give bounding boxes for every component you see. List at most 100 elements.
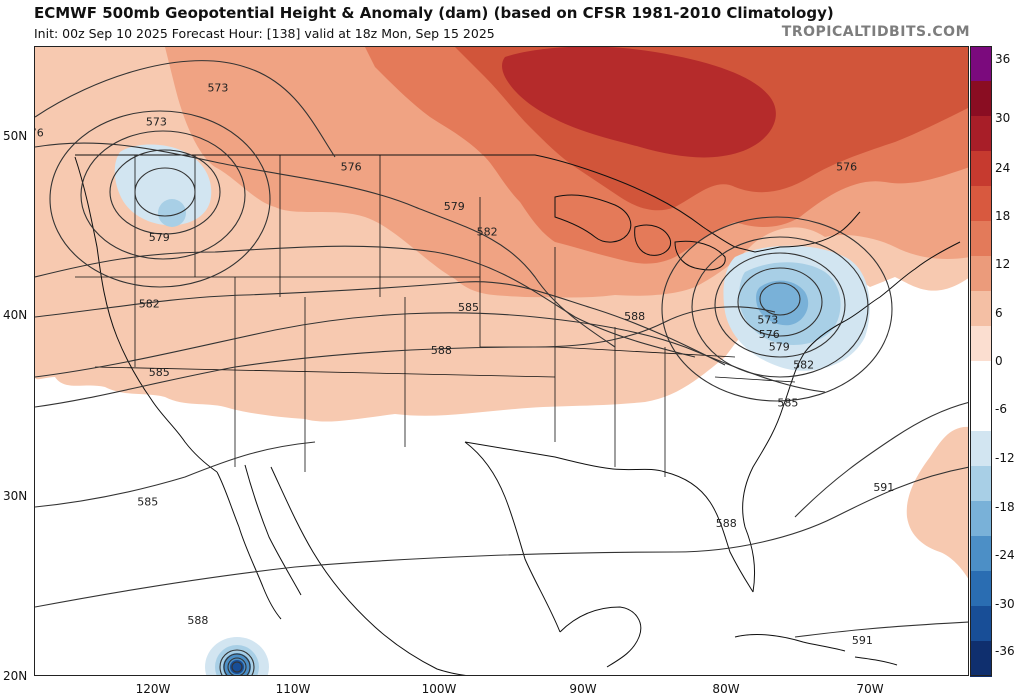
colorbar-segment bbox=[970, 326, 992, 362]
colorbar-segment bbox=[970, 501, 992, 537]
lon-label-80w: 80W bbox=[712, 682, 740, 696]
colorbar-tick: -18 bbox=[995, 500, 1015, 514]
contour-591-south bbox=[794, 621, 968, 638]
tropical-low-south bbox=[205, 637, 269, 675]
brand-watermark: TROPICALTIDBITS.COM bbox=[781, 24, 970, 40]
colorbar-segment bbox=[970, 536, 992, 572]
contour-585-south bbox=[35, 441, 316, 508]
colorbar-segment bbox=[970, 466, 992, 502]
colorbar-segment bbox=[970, 46, 992, 82]
contour-label: 576 bbox=[759, 328, 780, 341]
lat-label-30n: 30N bbox=[3, 489, 28, 503]
negative-anomaly-west-core bbox=[158, 199, 186, 227]
contour-label: 582 bbox=[477, 225, 498, 238]
colorbar-tick: 24 bbox=[995, 161, 1011, 175]
southern-low-rings bbox=[219, 649, 255, 675]
lon-label-90w: 90W bbox=[569, 682, 597, 696]
lon-label-110w: 110W bbox=[275, 682, 311, 696]
mexico-west-coast bbox=[270, 466, 467, 675]
east-coast bbox=[742, 241, 961, 593]
contour-573 bbox=[35, 60, 336, 158]
colorbar-tick: -24 bbox=[995, 548, 1015, 562]
positive-anomaly-east-atlantic bbox=[906, 427, 968, 579]
colorbar-segment bbox=[970, 81, 992, 117]
height-contours bbox=[35, 60, 968, 675]
colorbar-tick: 0 bbox=[995, 354, 1003, 368]
colorbar-tick: 36 bbox=[995, 52, 1011, 66]
map-subtitle: Init: 00z Sep 10 2025 Forecast Hour: [13… bbox=[34, 26, 495, 41]
contour-label: 573 bbox=[757, 314, 778, 327]
contour-579 bbox=[35, 245, 696, 358]
contour-588 bbox=[35, 306, 776, 408]
contour-576 bbox=[35, 142, 616, 348]
anomaly-shading bbox=[35, 47, 968, 675]
contour-585 bbox=[35, 312, 826, 393]
eastern-low-rings bbox=[661, 216, 893, 402]
contour-label: 585 bbox=[458, 301, 479, 314]
colorbar-segment bbox=[970, 116, 992, 152]
colorbar-tick: -12 bbox=[995, 451, 1015, 465]
colorbar-segment bbox=[970, 186, 992, 222]
colorbar-segment bbox=[970, 431, 992, 467]
colorbar-segment bbox=[970, 571, 992, 607]
west-coast bbox=[74, 156, 218, 473]
contour-582 bbox=[35, 281, 726, 366]
contour-label: 573 bbox=[207, 81, 228, 94]
lat-label-50n: 50N bbox=[3, 129, 28, 143]
contour-label: 573 bbox=[146, 116, 167, 129]
contour-label: 579 bbox=[444, 200, 465, 213]
contour-label: 588 bbox=[187, 614, 208, 627]
contour-labels: 5735735765765795795825825855855855885885… bbox=[35, 81, 894, 647]
contour-label: 576 bbox=[35, 126, 44, 139]
colorbar-segment bbox=[970, 221, 992, 257]
contour-label: 585 bbox=[149, 366, 170, 379]
colorbar-tick: -30 bbox=[995, 597, 1015, 611]
negative-anomaly-west bbox=[114, 144, 212, 226]
lat-label-20n: 20N bbox=[3, 669, 28, 683]
contour-label: 576 bbox=[836, 161, 857, 174]
contour-label: 582 bbox=[139, 297, 160, 310]
gulf-coast bbox=[464, 441, 754, 633]
colorbar-segment bbox=[970, 291, 992, 327]
contour-label: 591 bbox=[852, 634, 873, 647]
lon-label-70w: 70W bbox=[856, 682, 884, 696]
map-panel: 5735735765765795795825825855855855885885… bbox=[34, 46, 969, 676]
colorbar-segment bbox=[970, 151, 992, 187]
state-lines bbox=[75, 155, 796, 477]
baja-peninsula bbox=[216, 464, 302, 620]
colorbar-segment bbox=[970, 641, 992, 677]
contour-588-south bbox=[35, 466, 968, 608]
caribbean-islands bbox=[734, 634, 898, 666]
contour-label: 579 bbox=[769, 341, 790, 354]
colorbar-border bbox=[970, 46, 992, 676]
positive-anomaly-30 bbox=[502, 47, 776, 158]
lat-label-40n: 40N bbox=[3, 308, 28, 322]
colorbar-tick: 6 bbox=[995, 306, 1003, 320]
map-canvas: 5735735765765795795825825855855855885885… bbox=[35, 47, 968, 675]
yucatan bbox=[559, 606, 642, 668]
colorbar-tick: 30 bbox=[995, 111, 1011, 125]
contour-label: 588 bbox=[716, 517, 737, 530]
colorbar-tick: -36 bbox=[995, 644, 1015, 658]
colorbar-segment bbox=[970, 606, 992, 642]
colorbar-tick: 18 bbox=[995, 209, 1011, 223]
colorbar-segment bbox=[970, 256, 992, 292]
colorbar-segment bbox=[970, 361, 992, 397]
western-low-rings bbox=[49, 110, 271, 288]
contour-label: 591 bbox=[873, 481, 894, 494]
colorbar-segment bbox=[970, 396, 992, 432]
colorbar-tick: -6 bbox=[995, 402, 1007, 416]
contour-label: 576 bbox=[341, 161, 362, 174]
lon-label-100w: 100W bbox=[421, 682, 457, 696]
negative-anomaly-east-core bbox=[756, 280, 809, 326]
contour-label: 588 bbox=[431, 344, 452, 357]
great-lakes bbox=[554, 194, 726, 271]
contour-label: 579 bbox=[149, 231, 170, 244]
contour-591 bbox=[794, 401, 968, 518]
contour-label: 582 bbox=[793, 359, 814, 372]
lon-label-120w: 120W bbox=[135, 682, 171, 696]
contour-label: 588 bbox=[624, 310, 645, 323]
colorbar-tick: 12 bbox=[995, 257, 1011, 271]
contour-label: 585 bbox=[777, 396, 798, 409]
map-title: ECMWF 500mb Geopotential Height & Anomal… bbox=[34, 4, 834, 22]
